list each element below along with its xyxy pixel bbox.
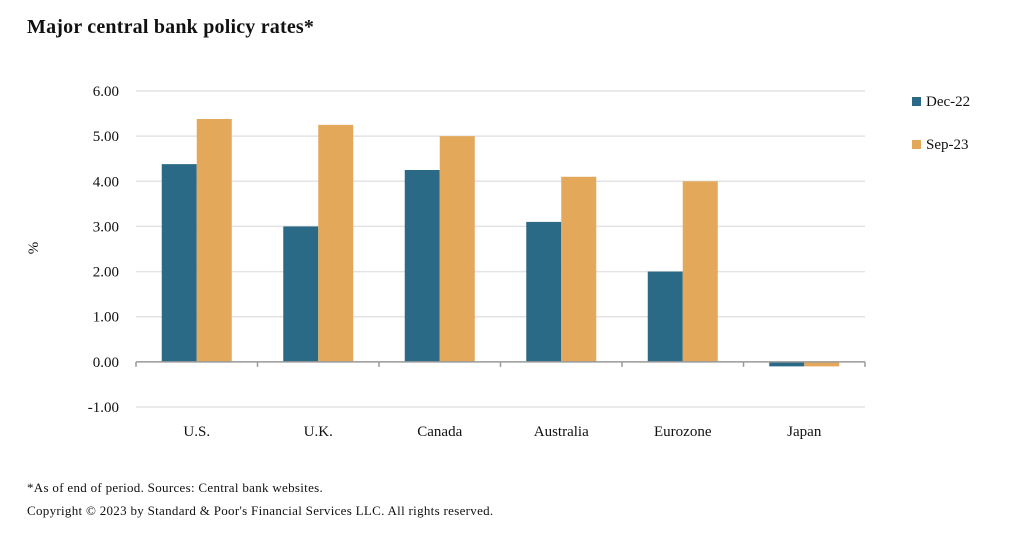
y-tick-label: 0.00	[93, 355, 119, 371]
y-axis-label: %	[26, 242, 42, 255]
y-axis-ticks: 6.00 5.00 4.00 3.00 2.00 1.00 0.00 -1.00	[88, 84, 119, 416]
x-axis-ticks: U.S. U.K. Canada Australia Eurozone Japan	[183, 424, 821, 440]
legend: Dec-22 Sep-23	[912, 94, 970, 153]
chart-title: Major central bank policy rates*	[27, 16, 315, 38]
bar-dec-22-japan	[769, 361, 805, 367]
y-tick-label: 2.00	[93, 265, 119, 281]
x-axis	[135, 361, 866, 367]
y-tick-label: 1.00	[93, 310, 119, 326]
bar-sep-23-japan	[804, 361, 840, 367]
x-tick-label: Canada	[417, 424, 462, 440]
bar-dec-22-australia	[526, 221, 562, 362]
x-tick-label: Australia	[534, 424, 589, 440]
copyright-notice: Copyright © 2023 by Standard & Poor's Fi…	[27, 503, 494, 518]
bar-sep-23-canada	[439, 136, 475, 362]
bar-dec-22-us	[161, 164, 197, 362]
source-footnote: *As of end of period. Sources: Central b…	[27, 480, 324, 495]
x-tick-label: Eurozone	[654, 424, 712, 440]
bar-dec-22-eurozone	[647, 271, 683, 362]
gridlines	[136, 90, 865, 408]
legend-label: Sep-23	[926, 137, 969, 153]
y-tick-label: 3.00	[93, 219, 119, 235]
y-tick-label: 4.00	[93, 174, 119, 190]
x-tick-label: U.K.	[304, 424, 333, 440]
bar-dec-22-canada	[404, 170, 440, 362]
bar-sep-23-australia	[561, 176, 597, 362]
y-tick-label: 5.00	[93, 129, 119, 145]
bar-sep-23-us	[196, 118, 232, 362]
y-tick-label: -1.00	[88, 400, 119, 416]
legend-label: Dec-22	[926, 94, 970, 110]
bar-sep-23-eurozone	[682, 181, 718, 362]
bars	[161, 118, 840, 367]
bar-dec-22-uk	[283, 226, 319, 362]
legend-swatch-sep-23	[912, 140, 921, 149]
x-tick-label: Japan	[787, 424, 822, 440]
legend-swatch-dec-22	[912, 97, 921, 106]
bar-sep-23-uk	[318, 124, 354, 362]
y-tick-label: 6.00	[93, 84, 119, 100]
bar-chart: 6.005.004.003.002.001.000.00-1.00 U.S. U.…	[26, 84, 970, 440]
x-tick-label: U.S.	[183, 424, 210, 440]
